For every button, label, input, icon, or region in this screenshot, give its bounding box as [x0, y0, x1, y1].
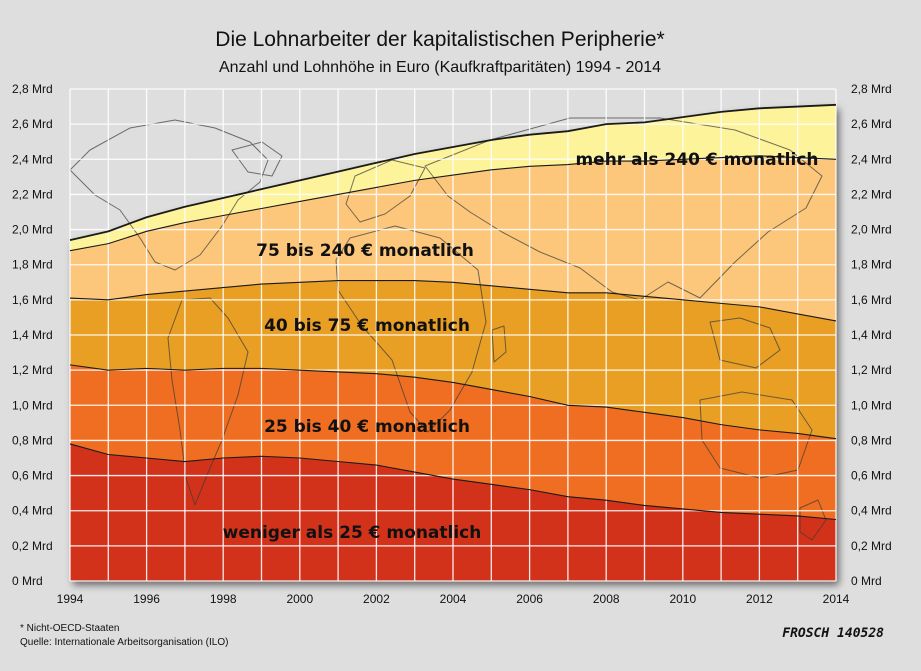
continent-outline-4: [335, 225, 487, 433]
series-label-25-40: 25 bis 40 € monatlich: [264, 417, 470, 437]
source-note: Quelle: Internationale Arbeitsorganisati…: [20, 637, 228, 648]
series-line-4: [69, 103, 837, 241]
y-tick-label-left: 1,6 Mrd: [12, 293, 53, 307]
footnote: * Nicht-OECD-Staaten: [20, 623, 119, 634]
y-tick-label-left: 1,0 Mrd: [12, 398, 53, 412]
x-tick-label: 2014: [823, 592, 850, 606]
continent-outline-0: [69, 119, 269, 271]
continent-outline-8: [491, 325, 507, 363]
y-tick-label-right: 2,2 Mrd: [851, 187, 892, 201]
series-label-75-240: 75 bis 240 € monatlich: [256, 241, 474, 261]
y-tick-label-left: 2,6 Mrd: [12, 117, 53, 131]
series-label-under-25: weniger als 25 € monatlich: [223, 523, 482, 543]
x-tick-label: 2000: [286, 592, 313, 606]
series-line-2: [69, 279, 837, 322]
x-tick-label: 2006: [516, 592, 543, 606]
y-tick-label-left: 2,8 Mrd: [12, 82, 53, 96]
y-tick-label-right: 2,0 Mrd: [851, 223, 892, 237]
chart-title: Die Lohnarbeiter der kapitalistischen Pe…: [215, 28, 664, 51]
y-tick-label-right: 2,8 Mrd: [851, 82, 892, 96]
y-tick-label-right: 1,2 Mrd: [851, 363, 892, 377]
y-tick-label-left: 2,2 Mrd: [12, 187, 53, 201]
y-tick-label-left: 0,2 Mrd: [12, 539, 53, 553]
x-tick-label: 2010: [669, 592, 696, 606]
y-tick-label-left: 2,4 Mrd: [12, 152, 53, 166]
y-tick-label-right: 1,4 Mrd: [851, 328, 892, 342]
y-tick-label-right: 1,6 Mrd: [851, 293, 892, 307]
series-label-40-75: 40 bis 75 € monatlich: [264, 316, 470, 336]
y-tick-label-right: 0,6 Mrd: [851, 469, 892, 483]
x-tick-label: 2008: [593, 592, 620, 606]
chart-subtitle: Anzahl und Lohnhöhe in Euro (Kaufkraftpa…: [219, 59, 661, 76]
y-tick-label-right: 1,8 Mrd: [851, 258, 892, 272]
x-tick-label: 1994: [57, 592, 84, 606]
y-tick-label-left: 0,4 Mrd: [12, 504, 53, 518]
continent-outline-9: [799, 499, 827, 541]
x-tick-label: 2004: [440, 592, 467, 606]
y-tick-label-right: 2,4 Mrd: [851, 152, 892, 166]
y-tick-label-right: 1,0 Mrd: [851, 398, 892, 412]
y-tick-label-right: 0 Mrd: [851, 574, 882, 588]
y-tick-label-right: 0,8 Mrd: [851, 433, 892, 447]
y-tick-label-left: 1,8 Mrd: [12, 258, 53, 272]
y-tick-label-left: 1,4 Mrd: [12, 328, 53, 342]
continent-outline-1: [167, 297, 249, 506]
y-tick-label-left: 2,0 Mrd: [12, 223, 53, 237]
y-tick-label-left: 0 Mrd: [12, 574, 43, 588]
x-tick-label: 1996: [133, 592, 160, 606]
series-line-1: [69, 364, 837, 440]
series-line-3: [69, 155, 837, 252]
y-axis-right: 0 Mrd 0,2 Mrd 0,4 Mrd 0,6 Mrd 0,8 Mrd 1,0 Mrd…: [851, 82, 892, 588]
series-line-0: [69, 443, 837, 521]
y-tick-label-right: 2,6 Mrd: [851, 117, 892, 131]
x-tick-label: 2012: [746, 592, 773, 606]
continent-outline-3: [345, 159, 426, 223]
artist-signature: FROSCH 140528: [782, 626, 884, 641]
series-boundaries: [69, 103, 837, 521]
series-label-over-240: mehr als 240 € monatlich: [575, 150, 818, 170]
gridlines: [69, 88, 837, 582]
y-tick-label-left: 0,8 Mrd: [12, 433, 53, 447]
continent-outline-2: [231, 141, 283, 177]
y-axis-left: 0 Mrd 0,2 Mrd 0,4 Mrd 0,6 Mrd 0,8 Mrd 1,0 Mrd…: [12, 82, 53, 588]
continent-outline-6: [709, 317, 781, 369]
world-map-outline: [69, 117, 827, 541]
x-axis: 1994 1996 1998 2000 2002 2004 2006 2008 2010 2012…: [57, 592, 850, 606]
y-tick-label-right: 0,4 Mrd: [851, 504, 892, 518]
continent-outline-5: [424, 117, 823, 301]
y-tick-label-left: 1,2 Mrd: [12, 363, 53, 377]
x-tick-label: 1998: [210, 592, 237, 606]
y-tick-label-left: 0,6 Mrd: [12, 469, 53, 483]
x-tick-label: 2002: [363, 592, 390, 606]
y-tick-label-right: 0,2 Mrd: [851, 539, 892, 553]
